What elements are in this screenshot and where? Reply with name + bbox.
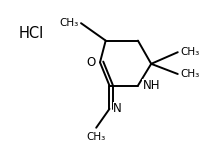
Text: NH: NH bbox=[142, 79, 159, 92]
Text: O: O bbox=[86, 56, 95, 69]
Text: CH₃: CH₃ bbox=[180, 47, 199, 57]
Text: N: N bbox=[113, 102, 121, 115]
Text: CH₃: CH₃ bbox=[59, 18, 78, 28]
Text: CH₃: CH₃ bbox=[86, 132, 105, 142]
Text: CH₃: CH₃ bbox=[180, 69, 199, 79]
Text: HCl: HCl bbox=[18, 26, 43, 41]
